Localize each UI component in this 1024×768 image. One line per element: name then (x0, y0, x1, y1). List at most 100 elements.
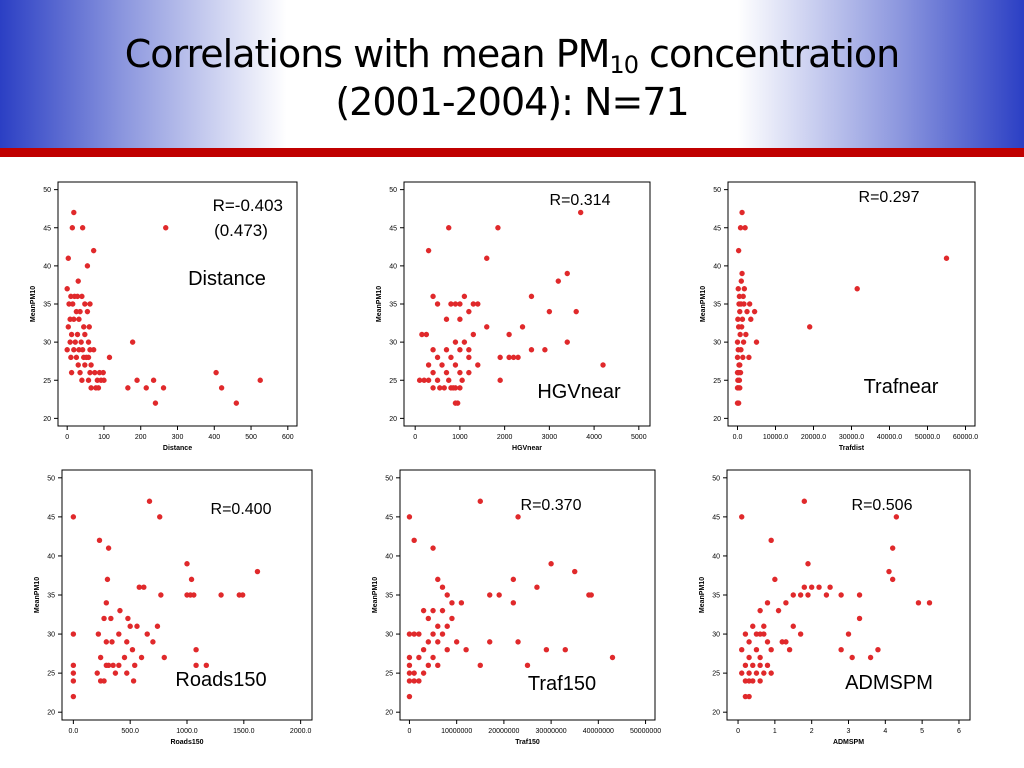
data-point (739, 316, 746, 322)
data-point (117, 607, 123, 614)
data-point (96, 537, 103, 544)
data-point (439, 607, 446, 614)
data-point (71, 347, 77, 353)
data-point (136, 584, 142, 590)
data-point (797, 592, 804, 598)
y-tick-label: 35 (389, 302, 397, 309)
data-point (68, 331, 75, 338)
data-point (753, 670, 760, 676)
data-point (406, 678, 413, 684)
data-point (94, 670, 100, 676)
data-point (70, 662, 77, 669)
data-point (477, 498, 483, 504)
data-point (783, 600, 789, 606)
x-axis-label: Traf150 (515, 739, 540, 746)
data-point (742, 225, 748, 231)
data-point (573, 308, 579, 315)
data-point (77, 369, 83, 376)
y-tick-label: 30 (713, 340, 721, 347)
y-tick-label: 45 (712, 514, 720, 521)
data-point (184, 561, 190, 567)
data-point (748, 316, 754, 322)
data-point (753, 646, 760, 653)
data-point (734, 339, 741, 345)
y-axis-label: MeanPM10 (700, 286, 707, 322)
y-axis-label: MeanPM10 (34, 577, 41, 613)
data-point (926, 600, 933, 606)
data-point (805, 561, 811, 567)
data-point (915, 600, 922, 606)
y-axis-label: MeanPM10 (699, 577, 706, 613)
x-tick-label: 0 (65, 434, 69, 441)
x-tick-label: 10000.0 (763, 434, 788, 441)
data-point (160, 385, 167, 391)
data-point (790, 592, 796, 598)
data-point (420, 607, 427, 614)
x-tick-label: 4 (883, 728, 887, 735)
data-point (411, 678, 417, 684)
data-point (444, 623, 450, 629)
data-point (466, 347, 472, 353)
data-point (88, 385, 94, 391)
y-tick-label: 30 (712, 632, 720, 639)
data-point (838, 592, 844, 598)
data-point (790, 623, 796, 629)
x-tick-label: 30000000 (536, 728, 567, 735)
data-point (600, 362, 606, 368)
data-point (124, 639, 130, 645)
data-point (452, 339, 459, 345)
data-point (528, 293, 535, 300)
data-point (443, 316, 450, 322)
data-point (750, 662, 756, 669)
data-point (487, 639, 493, 645)
data-point (435, 576, 441, 583)
data-point (856, 615, 863, 622)
data-point (434, 377, 441, 383)
data-point (739, 209, 745, 216)
data-point (420, 646, 427, 653)
y-tick-label: 45 (713, 225, 721, 232)
data-point (129, 646, 136, 653)
data-point (742, 631, 749, 637)
data-point (430, 654, 436, 661)
data-point (534, 584, 540, 590)
x-tick-label: 5 (920, 728, 924, 735)
data-point (163, 225, 169, 231)
data-point (744, 308, 750, 315)
data-point (889, 576, 896, 583)
x-axis-label: ADMSPM (833, 739, 864, 746)
data-point (510, 354, 517, 361)
y-tick-label: 45 (47, 514, 55, 521)
data-point (515, 514, 521, 520)
data-point (79, 347, 86, 353)
x-tick-label: 500 (245, 434, 257, 441)
correlation-label: R=0.400 (211, 501, 272, 518)
data-point (74, 331, 81, 338)
data-point (739, 670, 745, 676)
data-point (746, 301, 753, 307)
x-tick-label: 40000.0 (877, 434, 902, 441)
data-point (737, 369, 744, 376)
data-point (191, 592, 197, 598)
data-point (203, 662, 210, 669)
data-point (74, 293, 81, 300)
data-point (444, 646, 450, 653)
data-point (82, 301, 88, 307)
data-point (158, 592, 164, 598)
data-point (466, 369, 472, 376)
x-tick-label: 300 (172, 434, 184, 441)
y-tick-label: 40 (43, 263, 51, 270)
y-tick-label: 25 (712, 671, 720, 678)
data-point (439, 362, 445, 368)
y-tick-label: 50 (385, 475, 393, 482)
x-tick-label: 3 (847, 728, 851, 735)
data-point (772, 576, 778, 583)
data-point (746, 654, 752, 661)
data-point (737, 331, 743, 338)
data-point (188, 576, 195, 583)
data-point (71, 209, 77, 216)
title-line1-post: concentration (637, 32, 900, 76)
data-point (108, 615, 114, 622)
plot-frame (727, 181, 976, 427)
